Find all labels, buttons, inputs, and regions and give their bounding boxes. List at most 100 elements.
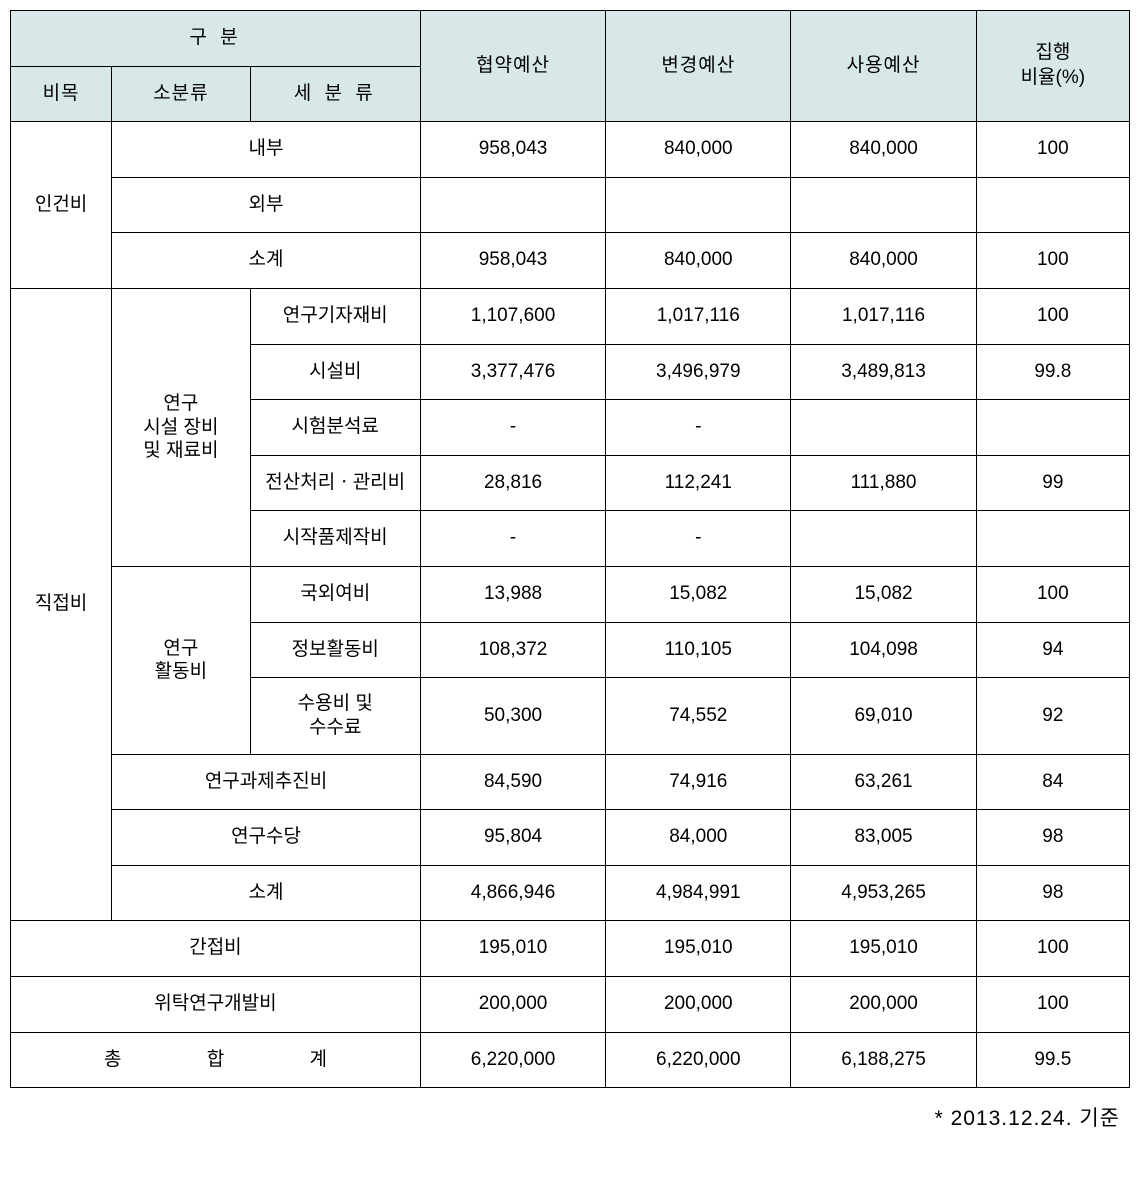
s2-g1-l3: 및 재료비	[143, 440, 218, 461]
s2-g1-r2-v3: 3,489,813	[791, 344, 976, 400]
s1-r3-v3: 840,000	[791, 233, 976, 289]
table-header: 구 분 협약예산 변경예산 사용예산 집행 비율(%) 비목 소분류 세 분 류	[11, 11, 1130, 122]
s2-g1-r1-label: 연구기자재비	[250, 288, 420, 344]
s2-extra1-label: 연구과제추진비	[112, 754, 421, 810]
s2-g1-r3-v3	[791, 400, 976, 456]
s2-extra2-v4: 98	[976, 810, 1129, 866]
s1-r3-v2: 840,000	[606, 233, 791, 289]
s1-r2-v3	[791, 177, 976, 233]
s2-g2-r1-v4: 100	[976, 566, 1129, 622]
s2-g1-l1: 연구	[163, 393, 198, 414]
s2-g1-r2-v2: 3,496,979	[606, 344, 791, 400]
row-s2-g1-r1: 직접비 연구 시설 장비 및 재료비 연구기자재비 1,107,600 1,01…	[11, 288, 1130, 344]
s2-g1-r4-v3: 111,880	[791, 455, 976, 511]
s2-extra2-v3: 83,005	[791, 810, 976, 866]
row-s1-r1: 인건비 내부 958,043 840,000 840,000 100	[11, 122, 1130, 178]
s2-extra1-v4: 84	[976, 754, 1129, 810]
s4-v1: 200,000	[420, 977, 605, 1033]
s2-g1-r5-v1: -	[420, 511, 605, 567]
s3-v3: 195,010	[791, 921, 976, 977]
s2-g2-r3-l1: 수용비 및	[298, 693, 373, 714]
header-row-1: 구 분 협약예산 변경예산 사용예산 집행 비율(%)	[11, 11, 1130, 67]
row-s1-r3: 소계 958,043 840,000 840,000 100	[11, 233, 1130, 289]
row-s2-subtotal: 소계 4,866,946 4,984,991 4,953,265 98	[11, 865, 1130, 921]
s2-subtotal-label: 소계	[112, 865, 421, 921]
s2-g1-r5-v4	[976, 511, 1129, 567]
row-s2-extra2: 연구수당 95,804 84,000 83,005 98	[11, 810, 1130, 866]
s2-g2-r3-v3: 69,010	[791, 678, 976, 755]
s2-g2-r2-label: 정보활동비	[250, 622, 420, 678]
s2-g1-r1-v3: 1,017,116	[791, 288, 976, 344]
s2-g1-r3-label: 시험분석료	[250, 400, 420, 456]
s2-g1-r2-v4: 99.8	[976, 344, 1129, 400]
header-c4-l1: 집행	[1035, 42, 1070, 63]
s2-g1-r2-label: 시설비	[250, 344, 420, 400]
s2-g1-r2-v1: 3,377,476	[420, 344, 605, 400]
total-v4: 99.5	[976, 1032, 1129, 1088]
s2-g1-l2: 시설 장비	[143, 417, 218, 438]
s2-g2-r1-v2: 15,082	[606, 566, 791, 622]
s2-g2-r3-v2: 74,552	[606, 678, 791, 755]
s2-g1-r5-label: 시작품제작비	[250, 511, 420, 567]
s4-label: 위탁연구개발비	[11, 977, 421, 1033]
s2-extra2-v1: 95,804	[420, 810, 605, 866]
s2-g2-r3-l2: 수수료	[309, 717, 361, 738]
s1-r3-label: 소계	[112, 233, 421, 289]
s2-g2-r3-v4: 92	[976, 678, 1129, 755]
header-col3: 세 분 류	[250, 66, 420, 122]
row-s4: 위탁연구개발비 200,000 200,000 200,000 100	[11, 977, 1130, 1033]
section1-label: 인건비	[11, 122, 112, 289]
s2-extra2-v2: 84,000	[606, 810, 791, 866]
s1-r1-v1: 958,043	[420, 122, 605, 178]
s2-subtotal-v3: 4,953,265	[791, 865, 976, 921]
row-s2-extra1: 연구과제추진비 84,590 74,916 63,261 84	[11, 754, 1130, 810]
header-c4: 집행 비율(%)	[976, 11, 1129, 122]
s2-g1-r4-v1: 28,816	[420, 455, 605, 511]
s2-subtotal-v2: 4,984,991	[606, 865, 791, 921]
s2-g1-r1-v2: 1,017,116	[606, 288, 791, 344]
s2-g1-r3-v2: -	[606, 400, 791, 456]
section2-label: 직접비	[11, 288, 112, 920]
s2-subtotal-v1: 4,866,946	[420, 865, 605, 921]
s1-r3-v4: 100	[976, 233, 1129, 289]
s2-g1-r5-v3	[791, 511, 976, 567]
row-s1-r2: 외부	[11, 177, 1130, 233]
s2-extra2-label: 연구수당	[112, 810, 421, 866]
s1-r2-v2	[606, 177, 791, 233]
total-v2: 6,220,000	[606, 1032, 791, 1088]
footnote-text: * 2013.12.24. 기준	[10, 1088, 1130, 1132]
s2-g1-r3-v1: -	[420, 400, 605, 456]
s1-r1-v4: 100	[976, 122, 1129, 178]
s2-g2-l1: 연구	[163, 638, 198, 659]
s3-v2: 195,010	[606, 921, 791, 977]
header-col1: 비목	[11, 66, 112, 122]
s2-g2-r3-v1: 50,300	[420, 678, 605, 755]
row-s3: 간접비 195,010 195,010 195,010 100	[11, 921, 1130, 977]
header-c3: 사용예산	[791, 11, 976, 122]
table-body: 인건비 내부 958,043 840,000 840,000 100 외부 소계…	[11, 122, 1130, 1088]
s2-g2-r1-label: 국외여비	[250, 566, 420, 622]
header-c1: 협약예산	[420, 11, 605, 122]
s2-g1-r5-v2: -	[606, 511, 791, 567]
s4-v3: 200,000	[791, 977, 976, 1033]
s4-v4: 100	[976, 977, 1129, 1033]
s2-extra1-v2: 74,916	[606, 754, 791, 810]
s4-v2: 200,000	[606, 977, 791, 1033]
s1-r3-v1: 958,043	[420, 233, 605, 289]
header-col2: 소분류	[112, 66, 250, 122]
s2-g1-r1-v4: 100	[976, 288, 1129, 344]
s1-r2-v4	[976, 177, 1129, 233]
s2-g2-r2-v3: 104,098	[791, 622, 976, 678]
s2-g1-r4-v4: 99	[976, 455, 1129, 511]
s2-extra1-v3: 63,261	[791, 754, 976, 810]
total-label: 총 합 계	[11, 1032, 421, 1088]
s1-r2-label: 외부	[112, 177, 421, 233]
s2-subtotal-v4: 98	[976, 865, 1129, 921]
s2-g2-r1-v1: 13,988	[420, 566, 605, 622]
total-v3: 6,188,275	[791, 1032, 976, 1088]
total-v1: 6,220,000	[420, 1032, 605, 1088]
s2-g1-r4-label: 전산처리ㆍ관리비	[250, 455, 420, 511]
s2-g1-r3-v4	[976, 400, 1129, 456]
row-total: 총 합 계 6,220,000 6,220,000 6,188,275 99.5	[11, 1032, 1130, 1088]
row-s2-g2-r1: 연구 활동비 국외여비 13,988 15,082 15,082 100	[11, 566, 1130, 622]
